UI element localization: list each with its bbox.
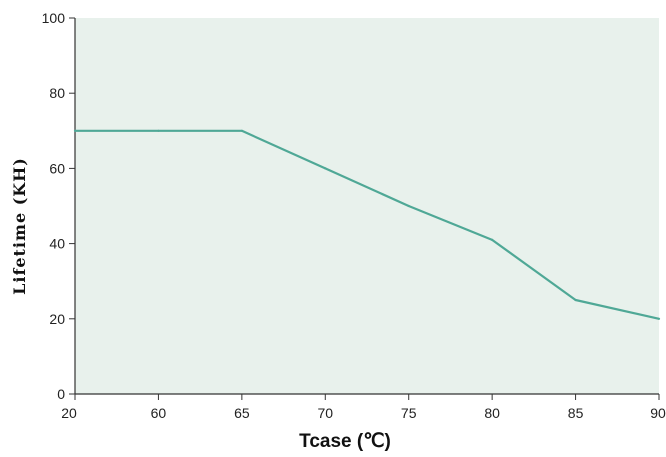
y-tick-label: 80 xyxy=(49,85,65,101)
data-point xyxy=(157,129,160,132)
data-point xyxy=(324,167,327,170)
y-tick-label: 100 xyxy=(42,10,66,26)
data-point xyxy=(407,204,410,208)
y-tick-label: 40 xyxy=(49,236,65,252)
x-axis-ticks: 20 60 65 70 75 80 85 90 xyxy=(61,394,666,421)
x-tick-label: 65 xyxy=(234,405,250,421)
lifetime-series-line xyxy=(75,129,660,320)
plot-area xyxy=(75,18,659,394)
data-point xyxy=(73,129,77,132)
x-tick-label: 85 xyxy=(568,405,584,421)
x-tick-label: 60 xyxy=(151,405,167,421)
y-tick-label: 0 xyxy=(57,386,65,402)
x-tick-label: 90 xyxy=(650,405,666,421)
data-point xyxy=(574,298,577,302)
data-point xyxy=(491,238,494,241)
data-point xyxy=(657,317,661,320)
y-tick-label: 20 xyxy=(49,311,65,327)
x-axis-title: Tcase (℃) xyxy=(299,431,391,452)
x-tick-label: 70 xyxy=(317,405,333,421)
x-tick-label: 75 xyxy=(401,405,417,421)
y-axis-title: Lifetime (KH) xyxy=(10,157,29,295)
y-tick-label: 60 xyxy=(49,160,65,176)
y-axis-ticks: 0 20 40 60 80 100 xyxy=(42,10,75,402)
data-point xyxy=(240,129,243,132)
x-tick-label: 80 xyxy=(484,405,500,421)
series-points xyxy=(73,129,661,320)
x-tick-label: 20 xyxy=(61,405,77,421)
